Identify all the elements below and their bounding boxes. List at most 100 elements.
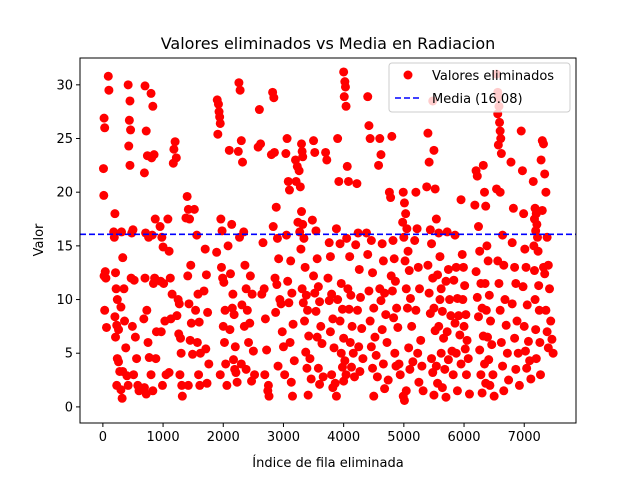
data-point (228, 289, 238, 299)
data-point (446, 311, 456, 321)
data-point (150, 214, 160, 224)
data-point (346, 362, 356, 372)
data-point (300, 316, 310, 326)
y-tick-label: 30 (56, 78, 73, 93)
data-point (487, 340, 497, 350)
data-point (539, 139, 548, 149)
data-point (506, 157, 516, 167)
data-point (520, 346, 530, 356)
data-point (340, 82, 350, 92)
data-point (531, 325, 541, 335)
data-point (418, 386, 428, 396)
data-point (368, 268, 378, 278)
data-point (417, 361, 427, 371)
data-point (365, 316, 375, 326)
data-point (481, 201, 491, 211)
data-point (286, 377, 296, 387)
data-point (495, 187, 505, 197)
data-point (128, 225, 138, 235)
data-point (464, 389, 474, 399)
x-tick-label: 3000 (267, 430, 300, 445)
data-point (376, 150, 386, 160)
data-point (445, 295, 455, 305)
data-point (186, 318, 196, 328)
data-point (499, 386, 509, 396)
data-point (486, 316, 496, 326)
data-point (241, 284, 251, 294)
data-point (286, 256, 296, 266)
x-tick-label: 6000 (447, 430, 480, 445)
data-point (485, 380, 495, 390)
data-point (215, 118, 225, 128)
data-point (440, 364, 450, 374)
data-point (143, 337, 153, 347)
data-point (358, 354, 368, 364)
data-point (390, 276, 400, 286)
data-point (405, 293, 415, 303)
data-point (365, 134, 375, 144)
data-point (423, 128, 433, 138)
data-point (462, 335, 472, 345)
data-point (436, 284, 446, 294)
data-point (507, 299, 517, 309)
data-point (148, 386, 158, 396)
data-point (289, 356, 299, 366)
data-point (177, 380, 187, 390)
data-point (499, 260, 509, 270)
data-point (478, 160, 488, 170)
data-point (283, 276, 293, 286)
data-point (335, 239, 345, 249)
data-point (416, 335, 426, 345)
data-point (434, 321, 444, 331)
data-point (401, 284, 411, 294)
data-point (472, 292, 482, 302)
data-point (264, 391, 274, 401)
data-point (303, 305, 313, 315)
data-point (170, 137, 180, 147)
x-tick-label: 5000 (387, 430, 420, 445)
data-point (424, 157, 434, 167)
data-point (541, 187, 551, 197)
data-point (328, 314, 338, 324)
data-point (225, 269, 235, 279)
data-point (522, 300, 532, 310)
data-point (323, 273, 333, 283)
data-point (146, 88, 156, 98)
data-point (139, 168, 149, 178)
data-point (433, 270, 443, 280)
data-point (274, 254, 284, 264)
data-point (377, 325, 387, 335)
data-point (277, 327, 287, 337)
data-point (268, 222, 278, 232)
data-point (364, 121, 374, 131)
x-tick-label: 4000 (327, 430, 360, 445)
data-point (200, 244, 210, 254)
data-point (461, 370, 471, 380)
data-point (163, 214, 173, 224)
data-point (480, 187, 489, 197)
data-point (174, 299, 184, 309)
data-point (167, 289, 177, 299)
data-point (380, 288, 390, 298)
data-point (404, 266, 414, 276)
data-point (451, 262, 461, 272)
data-point (295, 182, 305, 192)
data-point (472, 171, 482, 181)
data-point (450, 230, 460, 240)
data-point (531, 354, 541, 364)
y-tick-label: 0 (65, 400, 73, 415)
legend-label-scatter: Valores eliminados (432, 69, 554, 84)
data-point (343, 176, 353, 186)
data-point (391, 361, 401, 371)
data-point (345, 252, 355, 262)
data-point (402, 224, 412, 234)
data-point (498, 230, 508, 240)
data-point (301, 347, 311, 357)
data-point (337, 304, 347, 314)
data-point (144, 353, 154, 363)
data-point (297, 207, 307, 217)
data-point (185, 214, 195, 224)
data-point (441, 276, 451, 286)
data-point (461, 310, 471, 320)
data-point (225, 325, 235, 335)
